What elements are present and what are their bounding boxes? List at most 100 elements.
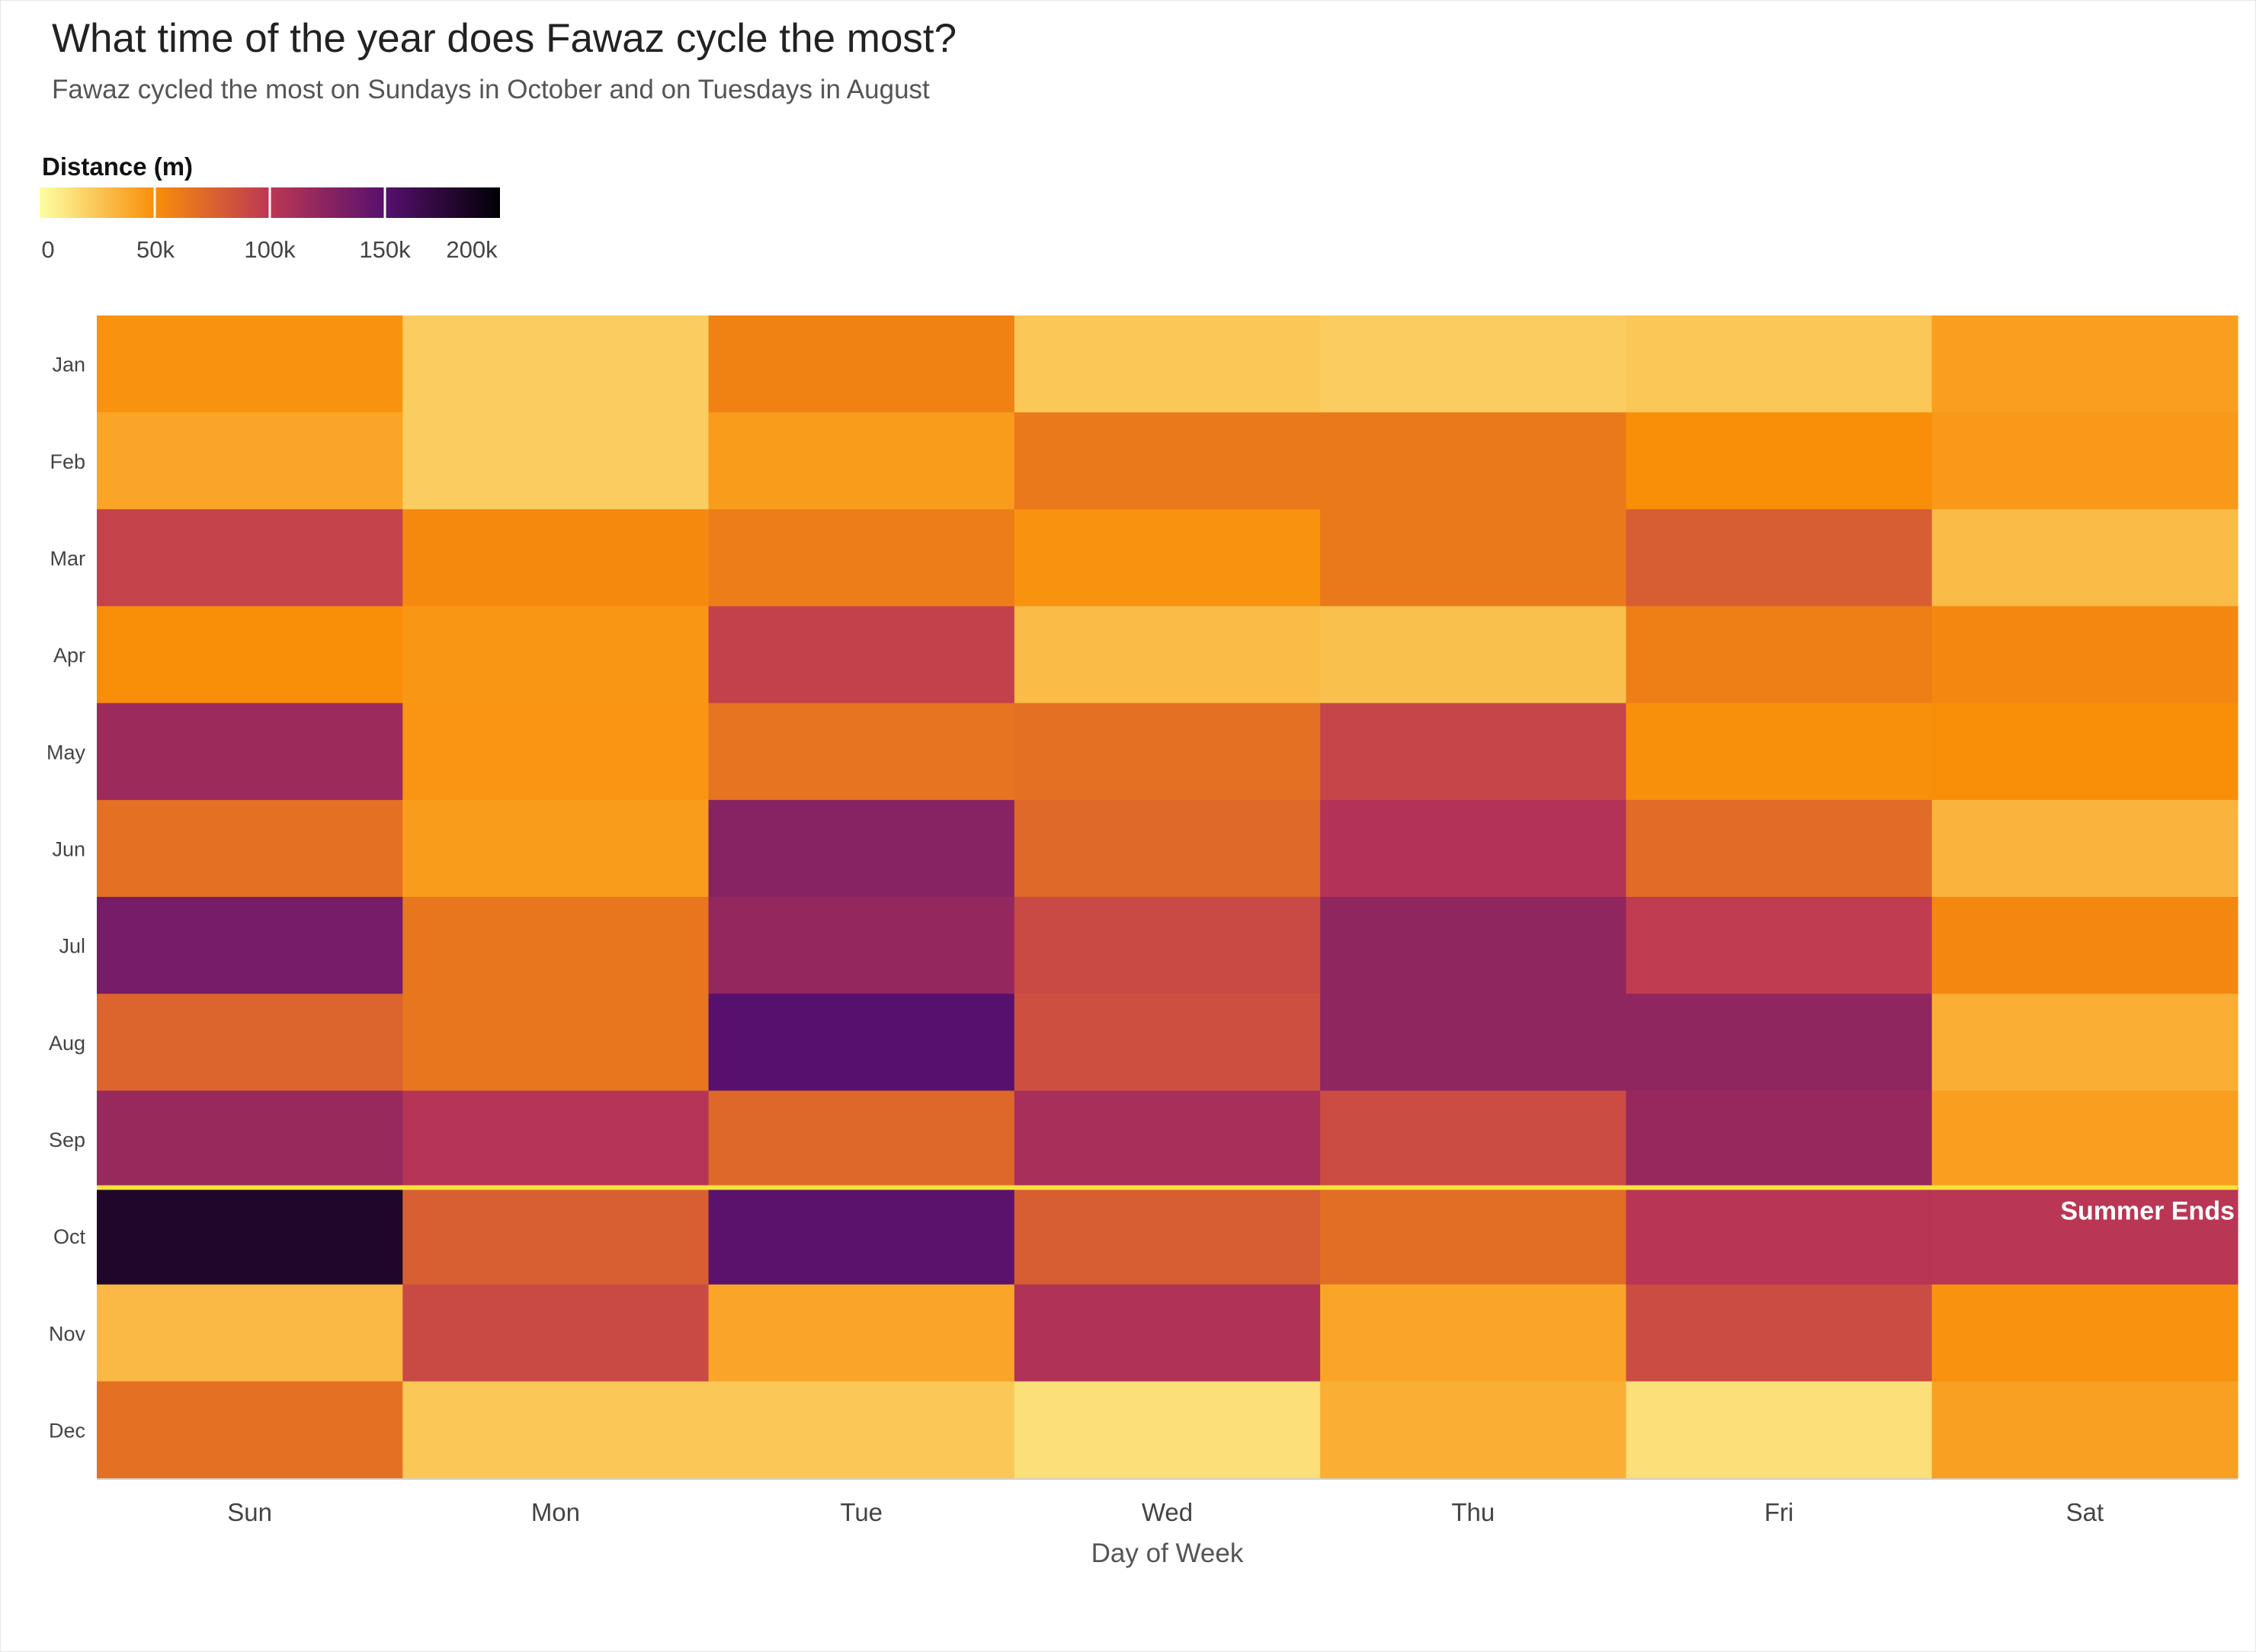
legend-tick-label: 0 [41,236,55,263]
heatmap-cell [708,1284,1015,1382]
heatmap-cell [97,509,403,607]
heatmap-cell [97,703,403,801]
heatmap-cell [97,1090,403,1189]
heatmap-cell [1320,703,1627,801]
x-tick-label: Wed [1142,1498,1193,1526]
y-tick-label: Feb [50,450,85,473]
heatmap-cell [708,412,1015,510]
heatmap-cell [402,799,710,898]
y-tick-label: Apr [53,644,85,667]
y-tick-label: Jun [52,837,85,860]
heatmap-cell [402,315,710,413]
x-tick-label: Mon [531,1498,580,1526]
heatmap-cell [97,1381,403,1479]
chart-title: What time of the year does Fawaz cycle t… [52,16,957,61]
heatmap-cell [1320,1187,1627,1285]
x-tick-label: Fri [1764,1498,1793,1526]
heatmap-cell [97,994,403,1091]
heatmap-cell [708,509,1015,607]
heatmap-cell [402,1284,710,1382]
heatmap-cell [1626,994,1933,1091]
x-tick-label: Sun [227,1498,272,1526]
heatmap-cell [402,994,710,1091]
color-legend [40,187,500,218]
heatmap-cell [708,1187,1015,1285]
heatmap-cell [1931,1381,2238,1479]
heatmap-cell [1014,412,1321,510]
heatmap-cell [402,703,710,801]
heatmap-cell [708,315,1015,413]
heatmap-cell [1931,1090,2238,1189]
heatmap-cell [402,509,710,607]
legend-tick-label: 100k [244,236,296,263]
x-tick-label: Thu [1451,1498,1495,1526]
chart-subtitle: Fawaz cycled the most on Sundays in Octo… [52,75,930,104]
heatmap-cell [1014,799,1321,898]
heatmap-cell [1626,315,1933,413]
heatmap-cell [1320,799,1627,898]
x-tick-label: Sat [2066,1498,2104,1526]
heatmap-cell [97,897,403,994]
heatmap-cell [97,1187,403,1285]
heatmap-cell [1320,412,1627,510]
heatmap-cell [402,412,710,510]
heatmap-cell [97,606,403,704]
heatmap-cell [708,1090,1015,1189]
heatmap-cell [1014,897,1321,994]
heatmap-cell [1320,1284,1627,1382]
heatmap-cell [1626,1284,1933,1382]
heatmap-cell [97,799,403,898]
y-tick-label: Sep [49,1129,85,1151]
y-tick-label: Aug [49,1032,85,1055]
heatmap-cell [1626,1090,1933,1189]
heatmap-cell [1931,703,2238,801]
heatmap-cell [1014,1187,1321,1285]
heatmap-cell [1320,606,1627,704]
legend-tick-label: 200k [446,236,498,263]
heatmap-cell [402,897,710,994]
heatmap-cell [402,606,710,704]
summer-ends-annotation: Summer Ends [2060,1197,2235,1226]
heatmap-cell [1931,897,2238,994]
heatmap-cell [1014,606,1321,704]
heatmap-cell [1626,509,1933,607]
heatmap-cell [1014,703,1321,801]
heatmap-cell [1626,703,1933,801]
heatmap-cell [1014,315,1321,413]
heatmap-cell [1931,1284,2238,1382]
heatmap-cell [1626,799,1933,898]
heatmap-cell [708,897,1015,994]
legend-title: Distance (m) [42,152,194,181]
heatmap-cell [1320,897,1627,994]
heatmap-cell [1320,1090,1627,1189]
heatmap-cell [402,1187,710,1285]
heatmap-cell [97,315,403,413]
heatmap-cell [1931,412,2238,510]
heatmap-cell [1931,799,2238,898]
heatmap-cell [1931,994,2238,1091]
heatmap-cell [1014,1381,1321,1479]
heatmap-cell [1320,315,1627,413]
heatmap-cell [97,1284,403,1382]
y-tick-label: Oct [53,1225,86,1248]
heatmap-cell [1014,994,1321,1091]
heatmap-cell [97,412,403,510]
heatmap-cell [1320,1381,1627,1479]
heatmap-cell [708,1381,1015,1479]
heatmap-cell [708,994,1015,1091]
y-tick-label: May [46,741,86,764]
heatmap-cell [1626,1381,1933,1479]
heatmap-cell [708,799,1015,898]
x-axis-title: Day of Week [1091,1538,1244,1568]
heatmap-cell [1626,897,1933,994]
heatmap-cell [1320,994,1627,1091]
y-tick-label: Jan [52,354,85,376]
heatmap-cell [1931,509,2238,607]
heatmap-cell [1626,412,1933,510]
heatmap-cell [1931,1187,2238,1285]
y-tick-label: Dec [49,1419,85,1442]
y-tick-label: Jul [59,935,85,958]
heatmap-cell [402,1090,710,1189]
heatmap-cell [1626,606,1933,704]
